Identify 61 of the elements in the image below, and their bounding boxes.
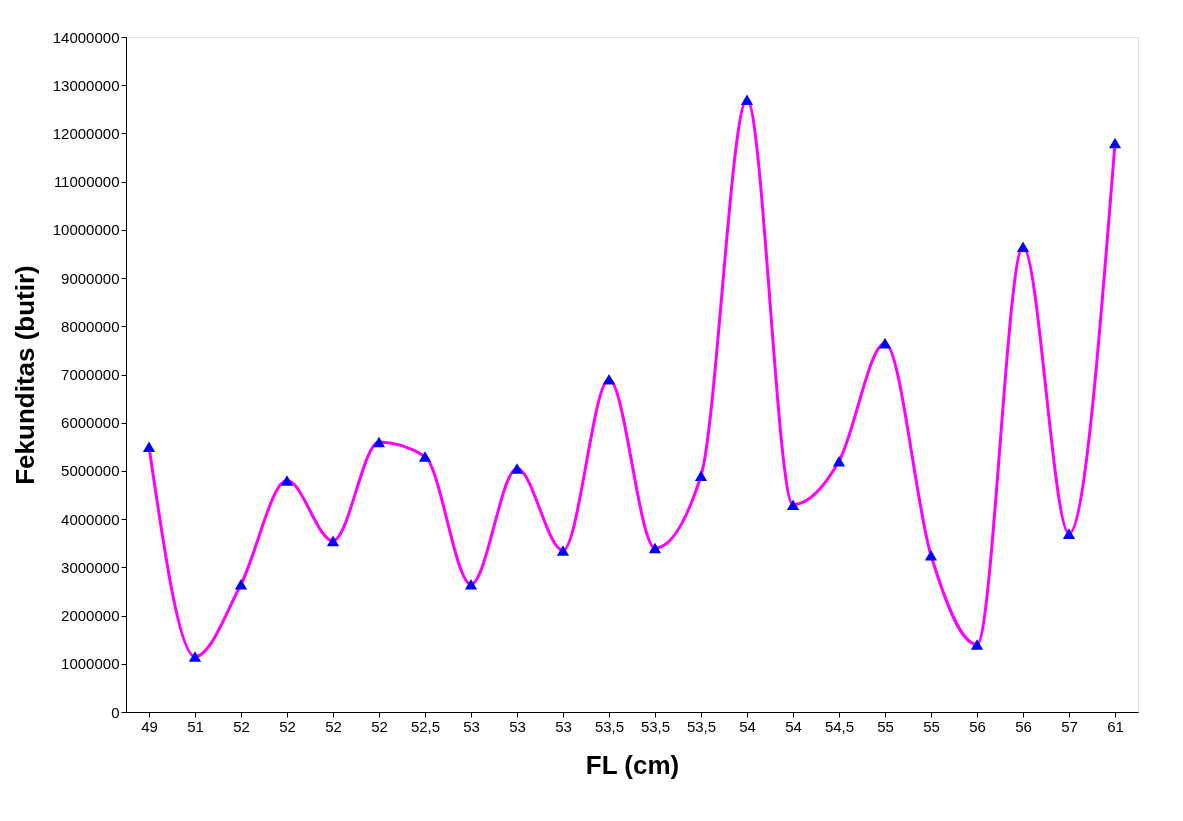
point	[418, 451, 432, 462]
point	[648, 542, 662, 554]
point	[372, 436, 386, 448]
y-tick-label: 14000000	[52, 28, 120, 46]
y-axis-title: Fekunditas (butir)	[9, 265, 40, 485]
y-tick-label: 2000000	[61, 607, 120, 625]
y-tick-label: 7000000	[61, 366, 120, 383]
x-tick-label: 53,5	[594, 717, 625, 735]
x-tick-label: 57	[1061, 717, 1078, 735]
point	[326, 535, 340, 547]
x-tick-label: 56	[1015, 717, 1032, 735]
point	[924, 550, 938, 561]
x-axis-title: FL (cm)	[585, 749, 680, 780]
y-tick-label: 8000000	[61, 317, 120, 335]
point	[464, 578, 478, 590]
point	[970, 639, 984, 650]
x-tick-label: 49	[141, 717, 158, 735]
point	[510, 463, 524, 474]
x-tick-label: 54,5	[824, 717, 855, 735]
point	[142, 441, 156, 453]
x-tick-label: 51	[187, 717, 204, 735]
x-tick-label: 61	[1107, 717, 1124, 735]
x-tick-label: 53	[509, 717, 526, 735]
x-tick-label: 53,5	[640, 717, 671, 735]
x-tick-label: 52	[325, 717, 342, 735]
point	[602, 374, 616, 385]
x-tick-label: 53,5	[686, 717, 717, 735]
y-tick-label: 5000000	[61, 462, 120, 480]
y-tick-label: 13000000	[52, 76, 120, 94]
y-tick-label: 12000000	[52, 124, 120, 142]
point	[694, 470, 708, 482]
point	[832, 455, 846, 467]
x-tick-label: 56	[969, 717, 986, 735]
x-tick-label: 53	[555, 717, 572, 735]
point	[188, 651, 202, 662]
point	[786, 499, 800, 510]
point	[1062, 528, 1076, 539]
y-tick-label: 11000000	[53, 173, 120, 191]
x-tick-label: 52	[279, 717, 296, 735]
x-tick-label: 54	[785, 717, 802, 735]
x-tick-label: 52,5	[410, 717, 441, 735]
y-tick-label: 3000000	[61, 558, 120, 576]
y-tick-label: 4000000	[61, 510, 120, 528]
x-tick-label: 55	[923, 717, 940, 735]
x-tick-label: 52	[371, 717, 388, 735]
x-tick-label: 52	[233, 717, 250, 735]
y-tick-label: 1000000	[61, 655, 120, 673]
x-tick-label: 53	[463, 717, 480, 735]
point	[234, 578, 248, 590]
y-tick-label: 0	[111, 703, 120, 721]
point	[1016, 241, 1030, 253]
point	[878, 337, 892, 349]
y-tick-label: 10000000	[52, 221, 120, 239]
point	[280, 475, 294, 486]
point	[556, 545, 570, 556]
x-tick-label: 55	[877, 717, 894, 735]
point	[1108, 137, 1122, 149]
y-tick-label: 6000000	[61, 414, 120, 432]
point	[740, 94, 754, 105]
y-tick-label: 9000000	[61, 269, 120, 287]
x-tick-label: 54	[739, 717, 756, 735]
